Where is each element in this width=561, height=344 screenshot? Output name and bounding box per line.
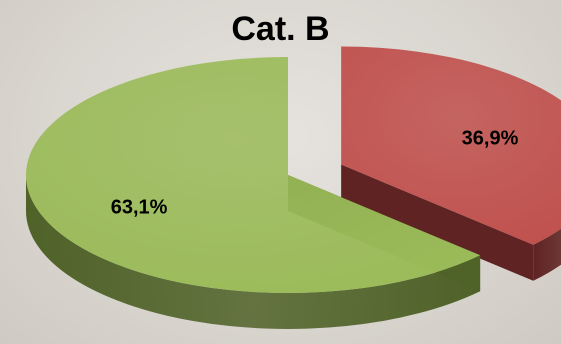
pie-slice-side [26, 175, 481, 329]
chart-title: Cat. B [231, 10, 330, 48]
pie-slice [26, 57, 481, 293]
pie-data-label: 63,1% [111, 197, 168, 219]
pie-slice [341, 46, 561, 245]
pie-slice-cut-face [341, 164, 534, 281]
pie-slice-side [533, 228, 561, 281]
pie-data-label: 36,9% [462, 128, 519, 150]
